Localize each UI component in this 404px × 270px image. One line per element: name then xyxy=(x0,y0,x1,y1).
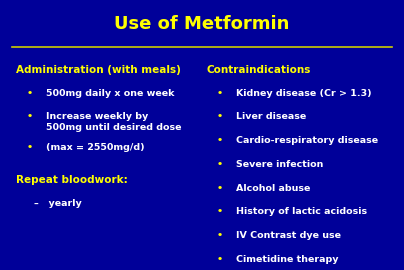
Text: Administration (with meals): Administration (with meals) xyxy=(16,65,181,75)
Text: •: • xyxy=(26,89,32,97)
Text: •: • xyxy=(216,89,222,97)
Text: Use of Metformin: Use of Metformin xyxy=(114,15,290,33)
Text: Increase weekly by
500mg until desired dose: Increase weekly by 500mg until desired d… xyxy=(46,112,182,132)
Text: •: • xyxy=(26,143,32,152)
Text: Cimetidine therapy: Cimetidine therapy xyxy=(236,255,339,264)
Text: Contraindications: Contraindications xyxy=(206,65,310,75)
Text: •: • xyxy=(216,231,222,240)
Text: Liver disease: Liver disease xyxy=(236,112,307,121)
Text: •: • xyxy=(216,160,222,169)
Text: IV Contrast dye use: IV Contrast dye use xyxy=(236,231,341,240)
Text: Cardio-respiratory disease: Cardio-respiratory disease xyxy=(236,136,379,145)
Text: Repeat bloodwork:: Repeat bloodwork: xyxy=(16,175,128,185)
Text: •: • xyxy=(216,184,222,193)
Text: •: • xyxy=(216,255,222,264)
Text: Kidney disease (Cr > 1.3): Kidney disease (Cr > 1.3) xyxy=(236,89,372,97)
Text: 500mg daily x one week: 500mg daily x one week xyxy=(46,89,175,97)
Text: •: • xyxy=(216,207,222,216)
Text: •: • xyxy=(216,136,222,145)
Text: (max = 2550mg/d): (max = 2550mg/d) xyxy=(46,143,145,152)
Text: Severe infection: Severe infection xyxy=(236,160,324,169)
Text: Alcohol abuse: Alcohol abuse xyxy=(236,184,311,193)
Text: –   yearly: – yearly xyxy=(34,199,82,208)
Text: •: • xyxy=(216,112,222,121)
Text: History of lactic acidosis: History of lactic acidosis xyxy=(236,207,368,216)
Text: •: • xyxy=(26,112,32,121)
